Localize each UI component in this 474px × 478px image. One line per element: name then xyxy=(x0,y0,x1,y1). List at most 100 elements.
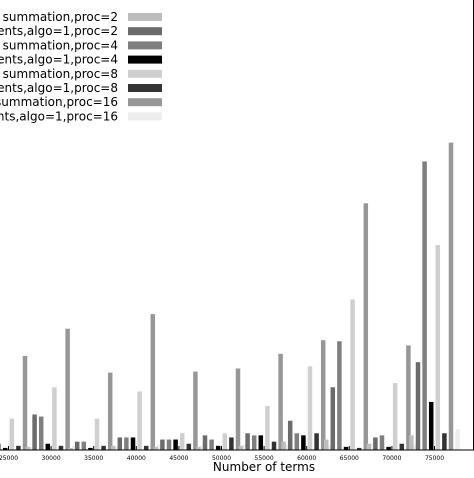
bar-70000-series-3 xyxy=(386,446,391,450)
bar-45000-series-3 xyxy=(173,439,178,450)
bar-25000-series-3 xyxy=(2,447,8,450)
bar-40000-series-7 xyxy=(157,444,162,450)
x-tick-label: 25000 xyxy=(0,455,18,462)
bar-55000-series-1 xyxy=(245,433,250,450)
bar-45000-series-7 xyxy=(199,445,205,450)
bar-35000-series-3 xyxy=(88,447,93,450)
bar-50000-series-5 xyxy=(229,437,234,450)
bar-55000-series-7 xyxy=(284,444,290,450)
bar-45000-series-6 xyxy=(193,371,198,450)
bar-25000-series-6 xyxy=(22,355,28,450)
bar-60000-series-5 xyxy=(314,433,319,450)
bar-65000-series-0 xyxy=(323,439,329,450)
bar-30000-series-6 xyxy=(65,328,70,450)
bar-65000-series-6 xyxy=(363,203,369,450)
bar-35000-series-2 xyxy=(81,441,87,450)
bar-75000-series-2 xyxy=(422,161,427,450)
bar-55000-series-6 xyxy=(278,353,283,450)
bar-75000-series-3 xyxy=(428,401,434,450)
x-tick-label: 50000 xyxy=(212,455,231,462)
bar-30000-series-0 xyxy=(25,446,31,450)
bar-30000-series-5 xyxy=(58,445,64,450)
bar-35000-series-5 xyxy=(101,445,106,450)
legend-swatch xyxy=(128,84,162,92)
bar-40000-series-0 xyxy=(110,445,116,450)
bar-25000-series-2 xyxy=(0,443,1,450)
bar-55000-series-5 xyxy=(271,441,277,450)
x-tick-label: 40000 xyxy=(127,455,146,462)
bar-60000-series-4 xyxy=(307,366,313,450)
x-tick-label: 45000 xyxy=(169,455,188,462)
bar-55000-series-4 xyxy=(265,406,270,450)
bar-55000-series-2 xyxy=(251,435,257,450)
bar-45000-series-5 xyxy=(186,443,192,450)
legend-swatch xyxy=(128,55,162,64)
bar-50000-series-3 xyxy=(215,445,221,450)
legend-label: summation,proc=16 xyxy=(0,95,118,109)
bar-55000-series-0 xyxy=(238,445,244,450)
bars-layer xyxy=(0,142,460,450)
bar-35000-series-1 xyxy=(74,441,80,450)
legend-label: e summation,proc=2 xyxy=(0,10,118,24)
legend-swatch xyxy=(128,13,162,21)
bar-25000-series-7 xyxy=(29,446,34,450)
bar-75000-series-1 xyxy=(415,362,421,450)
bar-65000-series-7 xyxy=(370,443,375,450)
legend-swatch xyxy=(128,27,162,36)
bar-75000-series-0 xyxy=(409,435,414,450)
bar-65000-series-3 xyxy=(343,446,349,450)
bar-70000-series-2 xyxy=(379,435,385,450)
legend-label: pents,algo=1,proc=2 xyxy=(0,24,118,38)
bar-75000-series-4 xyxy=(435,245,441,450)
bar-40000-series-2 xyxy=(124,437,129,450)
bar-40000-series-3 xyxy=(130,437,136,450)
bar-50000-series-7 xyxy=(242,444,247,450)
bar-75000-series-7 xyxy=(455,429,460,450)
bar-45000-series-1 xyxy=(160,439,165,450)
x-axis-title: Number of terms xyxy=(213,460,315,474)
bar-40000-series-6 xyxy=(150,314,156,450)
bar-30000-series-4 xyxy=(52,387,57,450)
bar-30000-series-7 xyxy=(71,445,77,450)
bar-60000-series-0 xyxy=(281,441,286,450)
legend-label: e summation,proc=8 xyxy=(0,67,118,81)
x-tick-label: 65000 xyxy=(340,455,359,462)
legend-swatch xyxy=(128,41,162,50)
bar-65000-series-4 xyxy=(350,299,355,450)
bar-50000-series-6 xyxy=(235,368,241,450)
bar-60000-series-2 xyxy=(294,433,300,450)
legend-label: ents,algo=1,proc=16 xyxy=(0,109,118,123)
bar-25000-series-4 xyxy=(9,418,15,450)
legend-label: pents,algo=1,proc=8 xyxy=(0,81,118,95)
x-tick-label: 55000 xyxy=(255,455,274,462)
bar-65000-series-1 xyxy=(330,387,336,450)
bar-60000-series-7 xyxy=(327,444,333,450)
bar-30000-series-2 xyxy=(38,416,44,450)
bar-40000-series-4 xyxy=(137,391,142,450)
bar-45000-series-0 xyxy=(153,446,159,450)
x-tick-label: 35000 xyxy=(84,455,103,462)
bar-25000-series-5 xyxy=(16,445,21,450)
bar-60000-series-6 xyxy=(320,340,326,450)
bar-35000-series-0 xyxy=(68,447,73,450)
bar-45000-series-4 xyxy=(179,433,185,450)
bar-50000-series-0 xyxy=(196,446,201,450)
legend-swatch xyxy=(128,69,162,78)
bar-45000-series-2 xyxy=(166,439,172,450)
bar-65000-series-2 xyxy=(337,341,342,450)
bar-60000-series-1 xyxy=(287,420,293,450)
x-tick-label: 30000 xyxy=(42,455,61,462)
bar-40000-series-5 xyxy=(143,445,149,450)
legend-label: e summation,proc=4 xyxy=(0,38,118,52)
bar-65000-series-5 xyxy=(356,447,362,450)
bar-60000-series-3 xyxy=(301,435,306,450)
x-ticks-layer: 25000 30000 35000 40000 45000 50000 55000 60000… xyxy=(0,446,444,462)
bar-70000-series-1 xyxy=(373,437,378,450)
bar-50000-series-4 xyxy=(222,433,228,450)
bar-75000-series-6 xyxy=(448,142,454,450)
legend-swatch xyxy=(128,112,162,121)
bar-55000-series-3 xyxy=(258,435,264,450)
bar-40000-series-1 xyxy=(117,437,123,450)
